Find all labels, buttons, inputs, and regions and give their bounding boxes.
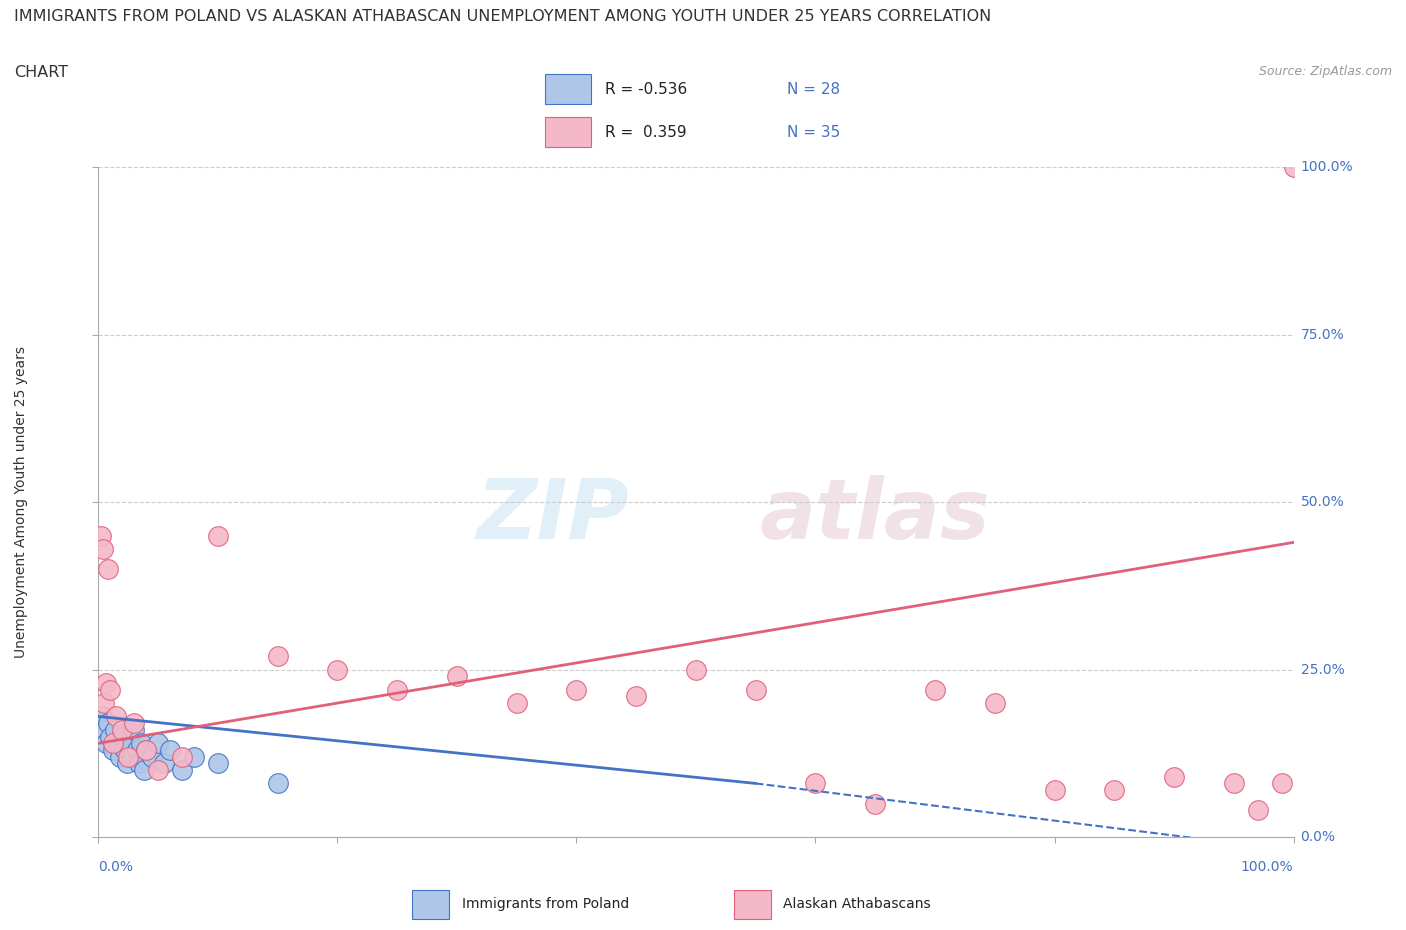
Text: 75.0%: 75.0% [1301,327,1344,342]
Point [135,742,157,757]
Text: Alaskan Athabascans: Alaskan Athabascans [783,897,931,911]
Text: Immigrants from Poland: Immigrants from Poland [461,897,628,911]
Point [1222,776,1246,790]
Point [172,763,194,777]
Text: 100.0%: 100.0% [1241,860,1294,874]
Point [97,562,120,577]
Point [446,669,468,684]
Text: N = 28: N = 28 [787,82,841,97]
Point [1102,783,1125,798]
Point [97,716,120,731]
Point [125,742,148,757]
Point [132,763,155,777]
Point [94,675,117,690]
Text: IMMIGRANTS FROM POLAND VS ALASKAN ATHABASCAN UNEMPLOYMENT AMONG YOUTH UNDER 25 Y: IMMIGRANTS FROM POLAND VS ALASKAN ATHABA… [14,9,991,24]
Point [804,776,827,790]
Point [98,729,122,744]
Point [1271,776,1294,790]
Point [124,716,146,731]
Point [124,723,146,737]
Point [98,683,122,698]
Text: R = -0.536: R = -0.536 [605,82,686,97]
Point [983,696,1005,711]
Text: N = 35: N = 35 [787,125,841,140]
Point [1282,160,1305,175]
Point [131,736,153,751]
Text: ZIP: ZIP [477,475,628,556]
Point [1043,783,1066,798]
Point [183,750,205,764]
Point [111,729,134,744]
Point [1163,769,1185,784]
Text: 50.0%: 50.0% [1301,495,1344,510]
Point [121,750,143,764]
Point [118,736,141,751]
Point [115,756,138,771]
Point [93,723,115,737]
Point [117,750,139,764]
Point [128,756,150,771]
Point [135,742,157,757]
Point [172,750,194,764]
Point [385,683,409,698]
Point [108,750,131,764]
Text: 0.0%: 0.0% [1301,830,1336,844]
Point [91,709,114,724]
Text: Unemployment Among Youth under 25 years: Unemployment Among Youth under 25 years [14,346,28,658]
Point [91,541,114,556]
Bar [412,890,450,919]
Bar [544,74,591,104]
Point [141,750,163,764]
Point [863,796,886,811]
Point [207,528,229,543]
Point [94,736,117,751]
Point [111,723,134,737]
Text: atlas: atlas [759,475,991,556]
Point [107,736,129,751]
Text: 0.0%: 0.0% [98,860,134,874]
Point [159,742,181,757]
Point [148,736,170,751]
Point [745,683,768,698]
Point [101,736,124,751]
Point [101,742,124,757]
Text: 25.0%: 25.0% [1301,662,1344,677]
Point [924,683,946,698]
Point [148,763,170,777]
Point [105,709,128,724]
Point [506,696,529,711]
Point [104,723,127,737]
Point [114,742,136,757]
Point [267,649,290,664]
Bar [734,890,770,919]
Text: 100.0%: 100.0% [1301,160,1353,175]
Point [326,662,349,677]
Point [1246,803,1268,817]
Point [153,756,176,771]
Text: Source: ZipAtlas.com: Source: ZipAtlas.com [1258,65,1392,78]
Text: R =  0.359: R = 0.359 [605,125,686,140]
Point [207,756,229,771]
Point [93,696,115,711]
Bar [544,117,591,147]
Point [267,776,290,790]
Text: CHART: CHART [14,65,67,80]
Point [624,689,647,704]
Point [90,528,112,543]
Point [565,683,588,698]
Point [685,662,707,677]
